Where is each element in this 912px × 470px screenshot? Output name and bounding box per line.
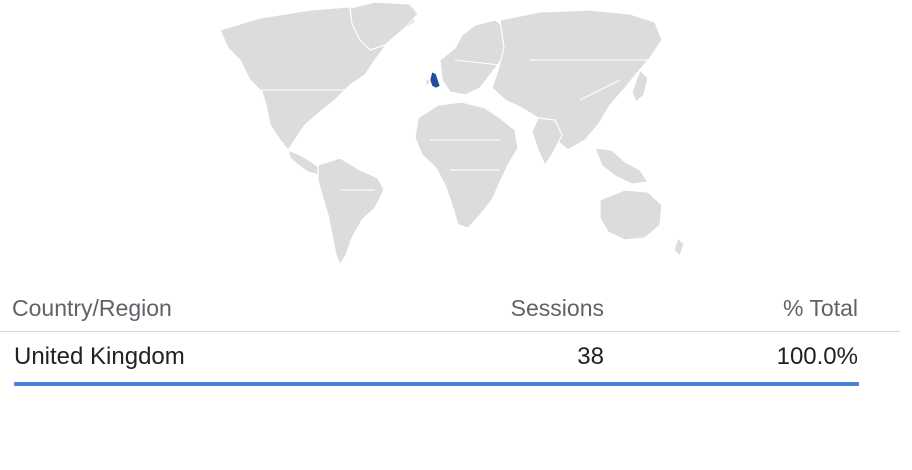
new-zealand-landmass bbox=[673, 237, 685, 257]
united-kingdom-highlight[interactable] bbox=[429, 71, 441, 89]
table-row[interactable]: United Kingdom 38 100.0% bbox=[0, 332, 900, 384]
south-america-landmass bbox=[317, 157, 385, 266]
asia-landmass bbox=[491, 9, 663, 151]
india-landmass bbox=[531, 117, 563, 166]
africa-landmass bbox=[414, 101, 519, 229]
world-map[interactable] bbox=[200, 0, 710, 270]
percent-total-cell: 100.0% bbox=[776, 343, 858, 370]
country-borders bbox=[260, 59, 650, 191]
table-header-row: Country/Region Sessions % Total bbox=[0, 285, 900, 332]
country-table: Country/Region Sessions % Total United K… bbox=[0, 285, 900, 384]
australia-landmass bbox=[599, 189, 663, 241]
world-map-svg bbox=[219, 1, 685, 266]
southeast-asia-landmass bbox=[594, 147, 649, 185]
country-cell: United Kingdom bbox=[14, 343, 185, 370]
percent-total-header[interactable]: % Total bbox=[782, 295, 858, 321]
sessions-header[interactable]: Sessions bbox=[510, 295, 604, 321]
sessions-cell: 38 bbox=[577, 343, 604, 370]
country-region-header[interactable]: Country/Region bbox=[12, 295, 172, 321]
japan-landmass bbox=[631, 69, 649, 103]
central-america-landmass bbox=[287, 149, 321, 176]
ireland-shape bbox=[425, 79, 430, 85]
share-bar bbox=[14, 382, 859, 386]
greenland-landmass bbox=[349, 1, 419, 51]
